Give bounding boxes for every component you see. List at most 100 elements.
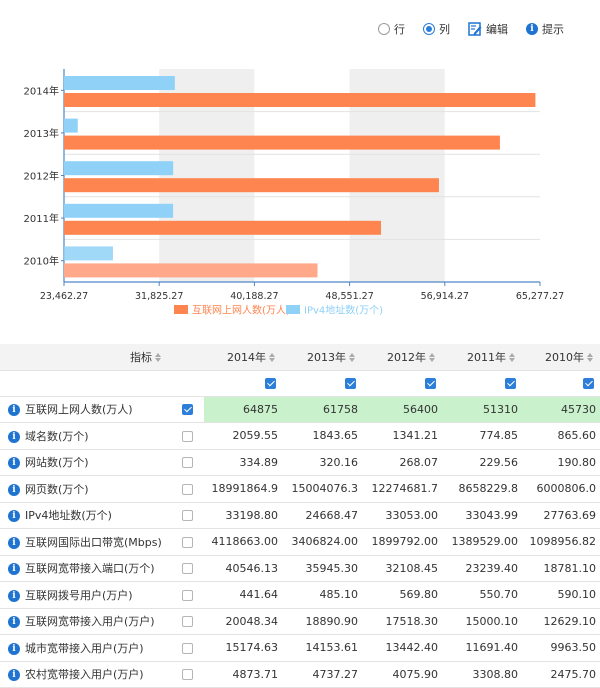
value-cell: 441.64 <box>204 581 282 609</box>
header-year[interactable]: 2012年 <box>362 344 442 371</box>
row-checkbox[interactable] <box>181 589 193 601</box>
value-cell: 23239.40 <box>442 555 522 582</box>
value-cell: 61758 <box>282 396 362 423</box>
info-icon[interactable]: i <box>8 563 20 576</box>
info-icon[interactable]: i <box>8 589 20 602</box>
year-checkbox[interactable] <box>265 378 276 389</box>
value-cell: 3406824.00 <box>282 528 362 556</box>
info-icon[interactable]: i <box>8 536 20 549</box>
bar-ipv4[interactable] <box>64 118 78 133</box>
legend-swatch[interactable] <box>174 305 188 314</box>
row-checkbox[interactable] <box>181 642 193 654</box>
row-checkbox[interactable] <box>181 616 193 628</box>
row-radio-label: 行 <box>394 23 405 36</box>
row-radio[interactable]: 行 <box>378 21 405 37</box>
header-year[interactable]: 2013年 <box>282 344 362 371</box>
info-icon[interactable]: i <box>8 430 20 443</box>
row-checkbox-cell <box>170 581 204 609</box>
value-cell: 774.85 <box>442 422 522 450</box>
edit-button[interactable]: 编辑 <box>468 21 508 37</box>
bar-ipv4[interactable] <box>64 161 174 176</box>
table-row: i 农村宽带接入用户(万户) 4873.71 4737.27 4075.90 3308.8… <box>0 661 600 688</box>
bar-netizens[interactable] <box>64 93 536 107</box>
indicator-name: IPv4地址数(万个) <box>25 509 112 523</box>
bar-netizens[interactable] <box>64 135 500 150</box>
value-cell: 1899792.00 <box>362 528 442 556</box>
info-icon[interactable]: i <box>8 483 20 496</box>
year-checkbox[interactable] <box>505 378 516 389</box>
col-radio[interactable]: 列 <box>423 21 450 37</box>
value-cell: 4118663.00 <box>204 528 282 556</box>
row-checkbox[interactable] <box>181 536 193 548</box>
value-cell: 32108.45 <box>362 555 442 582</box>
value-cell: 40546.13 <box>204 555 282 582</box>
col-radio-icon[interactable] <box>423 23 435 35</box>
indicator-cell: i 互联网国际出口带宽(Mbps) <box>0 528 170 556</box>
row-checkbox[interactable] <box>181 563 193 575</box>
indicator-name: 农村宽带接入用户(万户) <box>25 668 144 682</box>
header-year[interactable]: 2014年 <box>204 344 282 371</box>
info-icon[interactable]: i <box>8 616 20 629</box>
row-checkbox-cell <box>170 449 204 476</box>
value-cell: 33053.00 <box>362 502 442 529</box>
legend-label[interactable]: 互联网上网人数(万人) <box>192 304 290 317</box>
info-icon[interactable]: i <box>8 669 20 682</box>
x-tick-label: 40,188.27 <box>230 291 278 302</box>
year-checkbox[interactable] <box>583 378 594 389</box>
year-checkbox-cell <box>282 370 362 397</box>
header-indicator[interactable]: 指标 <box>0 344 170 371</box>
sort-icon[interactable] <box>269 353 276 363</box>
year-checkbox[interactable] <box>345 378 356 389</box>
indicator-cell: i 互联网上网人数(万人) <box>0 396 170 423</box>
row-checkbox[interactable] <box>181 483 193 495</box>
value-cell: 4075.90 <box>362 661 442 688</box>
row-checkbox[interactable] <box>181 404 193 416</box>
data-table: 指标 2014年 2013年 2012年 2011年 2010年 i 互联网上网人数(万人)… <box>0 344 600 688</box>
value-cell: 18890.90 <box>282 608 362 635</box>
value-cell: 569.80 <box>362 581 442 609</box>
value-cell: 27763.69 <box>522 502 600 529</box>
tip-button[interactable]: i 提示 <box>526 21 564 37</box>
value-cell: 12629.10 <box>522 608 600 635</box>
bar-ipv4[interactable] <box>64 76 175 90</box>
row-checkbox[interactable] <box>181 669 193 681</box>
sort-icon[interactable] <box>155 353 162 363</box>
header-year[interactable]: 2011年 <box>442 344 522 371</box>
row-checkbox[interactable] <box>181 457 193 469</box>
sort-icon[interactable] <box>349 353 356 363</box>
row-checkbox-cell <box>170 555 204 582</box>
legend-label[interactable]: IPv4地址数(万个) <box>304 304 383 317</box>
row-radio-icon[interactable] <box>378 23 390 35</box>
header-year[interactable]: 2010年 <box>522 344 600 371</box>
x-tick-label: 65,277.27 <box>516 291 564 302</box>
value-cell: 590.10 <box>522 581 600 609</box>
indicator-cell: i 网站数(万个) <box>0 449 170 476</box>
info-icon[interactable]: i <box>8 510 20 523</box>
category-label: 2012年 <box>24 170 59 183</box>
year-checkbox[interactable] <box>425 378 436 389</box>
year-checkbox-cell <box>362 370 442 397</box>
table-row: i IPv4地址数(万个) 33198.80 24668.47 33053.00 3304… <box>0 502 600 529</box>
table-row: i 网站数(万个) 334.89 320.16 268.07 229.56 190.80 <box>0 449 600 476</box>
value-cell: 229.56 <box>442 449 522 476</box>
value-cell: 550.70 <box>442 581 522 609</box>
sort-icon[interactable] <box>587 353 594 363</box>
info-icon[interactable]: i <box>8 404 20 417</box>
sort-icon[interactable] <box>509 353 516 363</box>
value-cell: 15000.10 <box>442 608 522 635</box>
bar-netizens[interactable] <box>64 263 318 278</box>
value-cell: 320.16 <box>282 449 362 476</box>
row-checkbox[interactable] <box>181 510 193 522</box>
legend-swatch[interactable] <box>286 305 300 314</box>
table-row: i 互联网国际出口带宽(Mbps) 4118663.00 3406824.00 1899… <box>0 528 600 556</box>
value-cell: 51310 <box>442 396 522 423</box>
info-icon[interactable]: i <box>8 457 20 470</box>
indicator-cell: i 域名数(万个) <box>0 422 170 450</box>
sort-icon[interactable] <box>429 353 436 363</box>
bar-ipv4[interactable] <box>64 246 113 261</box>
bar-netizens[interactable] <box>64 220 382 235</box>
row-checkbox[interactable] <box>181 430 193 442</box>
bar-netizens[interactable] <box>64 178 439 193</box>
info-icon[interactable]: i <box>8 642 20 655</box>
bar-ipv4[interactable] <box>64 203 174 218</box>
